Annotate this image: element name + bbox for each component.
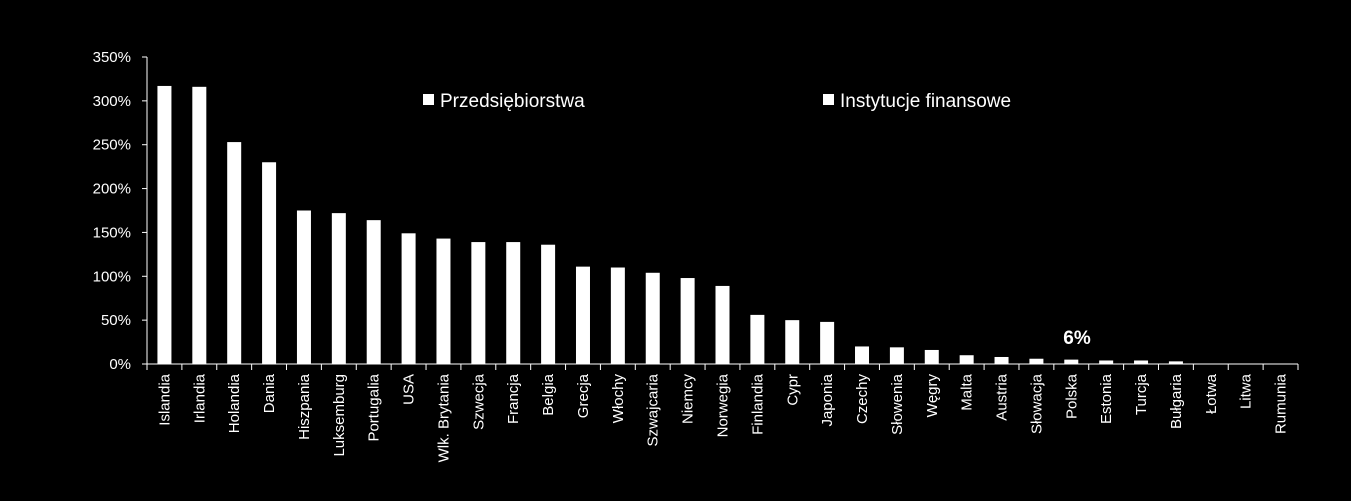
bar-niemcy [680,278,695,364]
category-label: Rumunia [1273,373,1290,434]
y-axis: 0% 50% 100% 150% 200% 250% 300% 350% [93,49,148,373]
category-label: Wlk. Brytania [435,373,452,462]
category-label: Luksemburg [331,374,348,457]
bar-irlandia [192,86,207,364]
bar-austria [994,356,1009,364]
bar-cypr [785,320,800,364]
annotations: 6% [1063,328,1091,349]
category-label: Estonia [1098,373,1115,424]
bar-polska [1064,359,1079,364]
bar-portugalia [366,220,381,364]
y-tick-label: 300% [93,93,131,110]
bar-usa [401,233,416,364]
y-tick-label: 50% [101,312,131,329]
bar-japonia [820,321,835,364]
bar-bułgaria [1168,361,1183,364]
bar-wlk-brytania [436,238,451,364]
category-label: Słowacja [1028,373,1045,434]
category-label: Hiszpania [296,373,313,440]
category-label: Irlandia [191,373,208,423]
y-tick-label: 200% [93,181,131,198]
bar-słowacja [1029,358,1044,364]
category-label: Finlandia [749,373,766,435]
category-label: Włochy [610,374,627,424]
bar-czechy [855,346,870,364]
legend: Przedsiębiorstwa Instytucje finansowe [423,91,1011,112]
category-label: Belgia [540,373,557,415]
y-tick-label: 250% [93,137,131,154]
category-label: Norwegia [715,373,732,437]
bar-estonia [1099,360,1114,364]
bar-grecja [575,266,590,364]
category-label: Słowenia [889,373,906,435]
category-label: Litwa [1238,373,1255,409]
legend-label-instytucje-finansowe: Instytucje finansowe [840,91,1011,112]
category-label: Cypr [784,374,801,406]
category-label: Francja [505,373,522,424]
bars [157,85,1183,365]
bar-hiszpania [296,210,311,364]
y-tick-label: 0% [109,356,131,373]
category-label: Austria [994,373,1011,420]
legend-label-przedsiebiorstwa: Przedsiębiorstwa [440,91,585,112]
category-label: Islandia [156,373,173,425]
bar-węgry [924,349,939,364]
category-label: Szwajcaria [645,373,662,446]
category-label: Turcja [1133,373,1150,415]
y-tick-label: 150% [93,224,131,241]
bar-słowenia [889,347,904,364]
y-tick-label: 350% [93,49,131,66]
annotation-polska: 6% [1063,328,1091,349]
bar-szwajcaria [645,272,660,364]
category-label: Dania [261,373,278,413]
bar-finlandia [750,314,765,364]
category-label: Japonia [819,373,836,426]
category-label: Niemcy [680,374,697,425]
bar-belgia [541,244,556,364]
bar-dania [262,162,277,364]
x-axis: Islandia Irlandia Holandia Dania Hiszpania Lu… [146,363,1299,462]
bar-francja [506,242,521,364]
bar-norwegia [715,285,730,364]
category-label: Portugalia [366,373,383,441]
bar-islandia [157,85,172,365]
category-label: Szwecja [470,373,487,430]
bar-luksemburg [331,213,346,364]
category-label: USA [401,374,418,405]
category-label: Polska [1063,373,1080,419]
category-label: Holandia [226,373,243,433]
category-label: Grecja [575,373,592,418]
legend-swatch-przedsiebiorstwa [423,94,434,105]
bar-turcja [1134,360,1149,364]
category-label: Malta [959,373,976,410]
bar-holandia [227,142,242,364]
bar-malta [959,355,974,364]
category-label: Łotwa [1203,373,1220,414]
category-label: Węgry [924,374,941,418]
category-label: Bułgaria [1168,373,1185,429]
bar-szwecja [471,242,486,364]
bar-włochy [610,267,625,364]
y-tick-label: 100% [93,268,131,285]
category-label: Czechy [854,374,871,425]
legend-swatch-instytucje-finansowe [823,94,834,105]
